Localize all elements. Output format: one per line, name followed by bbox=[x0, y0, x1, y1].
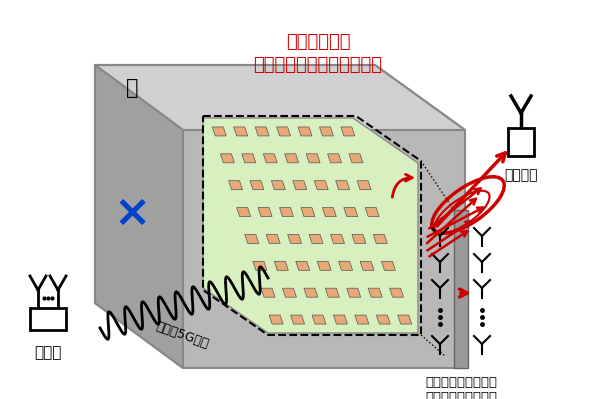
Polygon shape bbox=[212, 127, 226, 136]
Polygon shape bbox=[312, 315, 326, 324]
Polygon shape bbox=[319, 127, 334, 136]
Text: 本研究の中継無線機: 本研究の中継無線機 bbox=[425, 376, 497, 389]
Polygon shape bbox=[261, 288, 275, 297]
Polygon shape bbox=[349, 154, 363, 163]
Bar bbox=[508, 128, 534, 156]
Text: ビームフォーミングを実現: ビームフォーミングを実現 bbox=[254, 56, 383, 74]
Polygon shape bbox=[95, 65, 465, 368]
Text: 壁: 壁 bbox=[126, 78, 138, 98]
Polygon shape bbox=[365, 207, 379, 217]
Polygon shape bbox=[258, 207, 272, 217]
Polygon shape bbox=[360, 261, 374, 270]
Polygon shape bbox=[322, 207, 337, 217]
Bar bbox=[30, 308, 66, 330]
Polygon shape bbox=[334, 315, 347, 324]
Polygon shape bbox=[203, 118, 418, 333]
Polygon shape bbox=[280, 207, 293, 217]
Polygon shape bbox=[341, 127, 355, 136]
Polygon shape bbox=[293, 181, 307, 190]
Polygon shape bbox=[306, 154, 320, 163]
Polygon shape bbox=[245, 235, 259, 243]
Text: （壁の両面に設置）: （壁の両面に設置） bbox=[425, 391, 497, 399]
Polygon shape bbox=[229, 181, 242, 190]
Polygon shape bbox=[368, 288, 382, 297]
Polygon shape bbox=[284, 154, 299, 163]
Polygon shape bbox=[263, 154, 277, 163]
Polygon shape bbox=[266, 235, 280, 243]
Polygon shape bbox=[250, 181, 264, 190]
Polygon shape bbox=[355, 315, 369, 324]
Polygon shape bbox=[338, 261, 353, 270]
Polygon shape bbox=[255, 127, 269, 136]
Text: 携帯端末: 携帯端末 bbox=[504, 168, 538, 182]
Text: 超低消費電力: 超低消費電力 bbox=[286, 33, 350, 51]
Polygon shape bbox=[271, 181, 286, 190]
Polygon shape bbox=[309, 235, 323, 243]
Polygon shape bbox=[236, 207, 251, 217]
Text: ミリ波5G通信: ミリ波5G通信 bbox=[154, 320, 210, 351]
Polygon shape bbox=[274, 261, 289, 270]
Polygon shape bbox=[398, 315, 412, 324]
Polygon shape bbox=[357, 181, 371, 190]
Polygon shape bbox=[269, 315, 283, 324]
Polygon shape bbox=[220, 154, 235, 163]
Polygon shape bbox=[314, 181, 328, 190]
Polygon shape bbox=[304, 288, 318, 297]
Text: ×: × bbox=[113, 192, 151, 235]
Polygon shape bbox=[301, 207, 315, 217]
Text: 基地局: 基地局 bbox=[34, 345, 62, 360]
Polygon shape bbox=[317, 261, 331, 270]
Polygon shape bbox=[382, 261, 395, 270]
Polygon shape bbox=[95, 65, 465, 130]
Polygon shape bbox=[95, 65, 183, 368]
Polygon shape bbox=[242, 154, 256, 163]
Polygon shape bbox=[290, 315, 305, 324]
Polygon shape bbox=[298, 127, 312, 136]
Polygon shape bbox=[296, 261, 310, 270]
Polygon shape bbox=[389, 288, 404, 297]
Polygon shape bbox=[277, 127, 290, 136]
Polygon shape bbox=[234, 127, 248, 136]
Polygon shape bbox=[335, 181, 350, 190]
Polygon shape bbox=[253, 261, 267, 270]
Polygon shape bbox=[287, 235, 302, 243]
Polygon shape bbox=[283, 288, 296, 297]
Polygon shape bbox=[352, 235, 366, 243]
Bar bbox=[454, 210, 468, 368]
Polygon shape bbox=[373, 235, 388, 243]
Polygon shape bbox=[344, 207, 358, 217]
Polygon shape bbox=[328, 154, 341, 163]
Polygon shape bbox=[347, 288, 361, 297]
Polygon shape bbox=[325, 288, 340, 297]
Polygon shape bbox=[331, 235, 344, 243]
Polygon shape bbox=[376, 315, 390, 324]
